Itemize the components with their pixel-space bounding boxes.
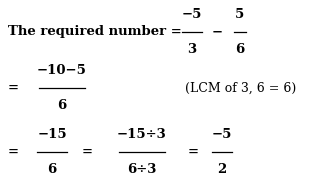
Text: −10−5: −10−5 — [37, 64, 87, 77]
Text: =: = — [82, 145, 93, 159]
Text: =: = — [188, 145, 199, 159]
Text: =: = — [8, 82, 19, 94]
Text: 6: 6 — [236, 43, 244, 56]
Text: 6: 6 — [47, 163, 57, 176]
Text: 3: 3 — [188, 43, 196, 56]
Text: 6: 6 — [57, 99, 67, 112]
Text: −15÷3: −15÷3 — [117, 128, 167, 141]
Text: −15: −15 — [37, 128, 67, 141]
Text: 6÷3: 6÷3 — [127, 163, 157, 176]
Text: −: − — [212, 25, 223, 39]
Text: (LCM of 3, 6 = 6): (LCM of 3, 6 = 6) — [185, 82, 296, 94]
Text: The required number =: The required number = — [8, 25, 186, 39]
Text: −5: −5 — [212, 128, 232, 141]
Text: 2: 2 — [217, 163, 227, 176]
Text: =: = — [8, 145, 19, 159]
Text: −5: −5 — [182, 8, 202, 21]
Text: 5: 5 — [236, 8, 244, 21]
